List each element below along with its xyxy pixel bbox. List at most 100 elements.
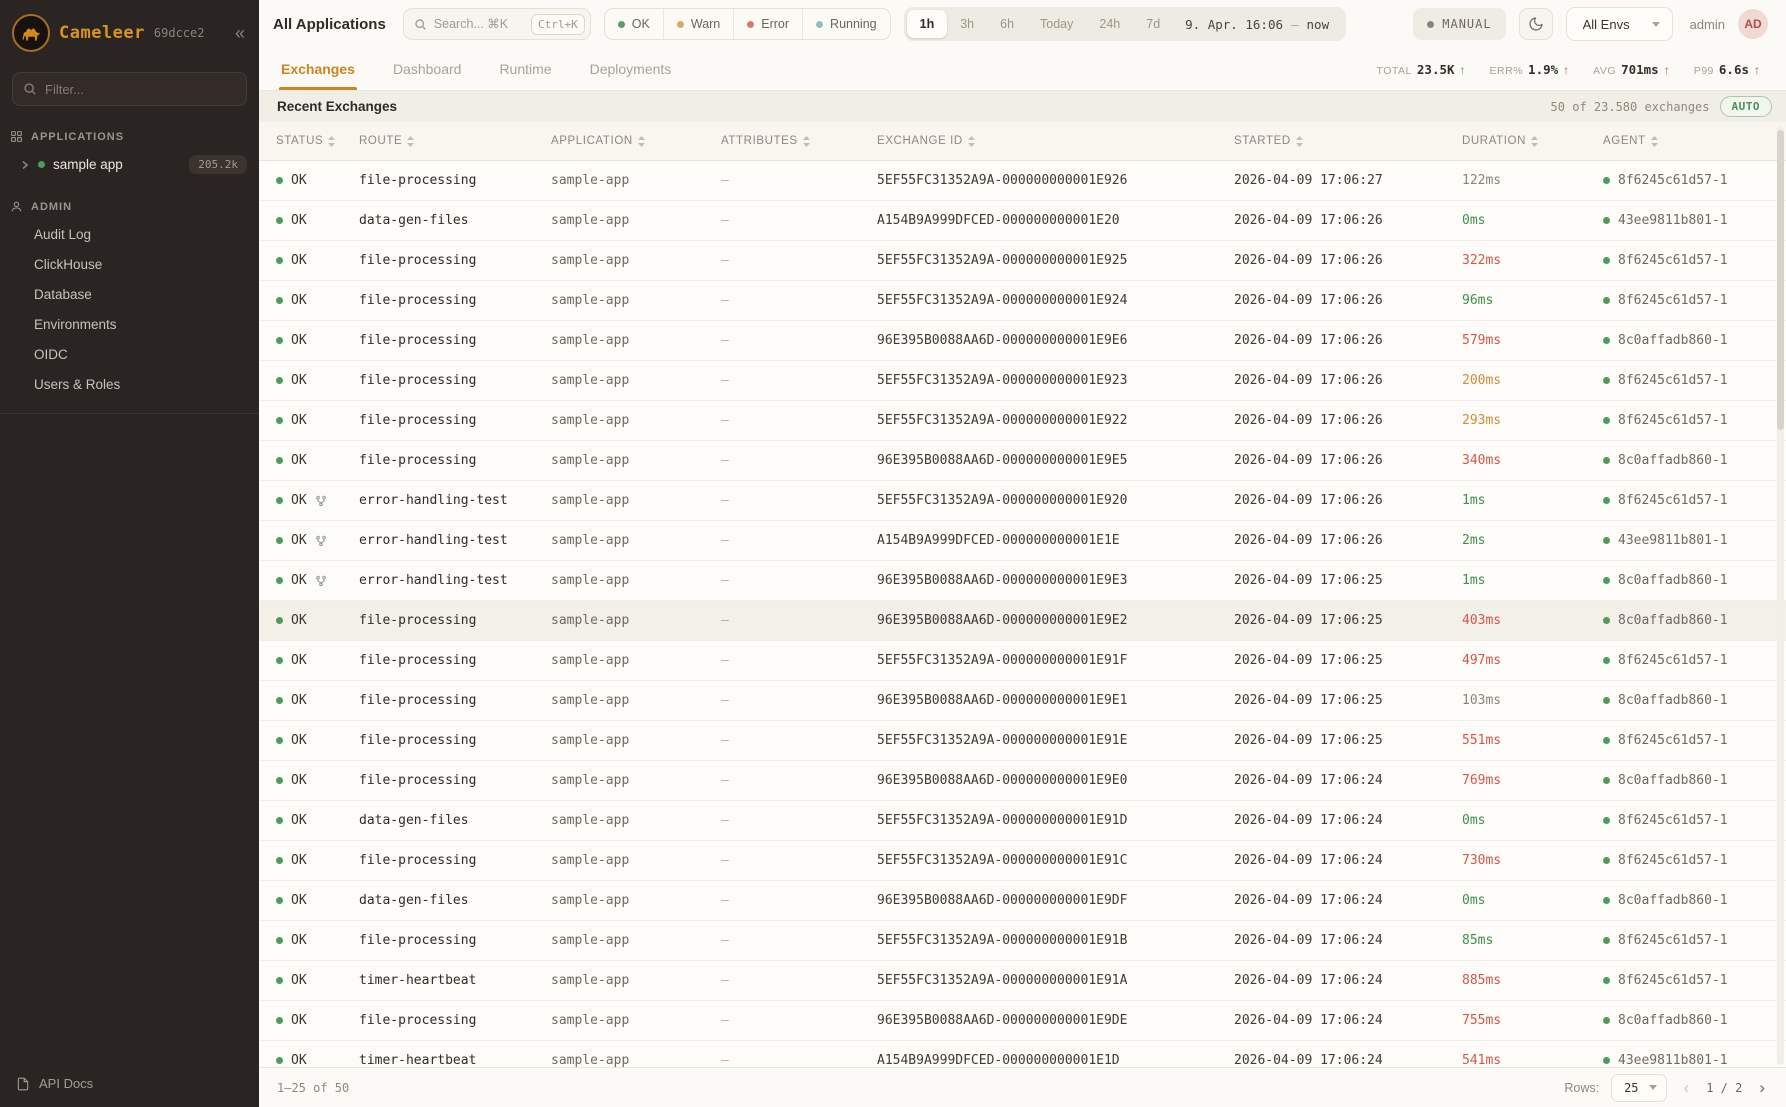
sidebar-admin-item[interactable]: Environments	[0, 309, 259, 339]
table-row[interactable]: OK error-handling-test sample-app — 5EF5…	[259, 481, 1786, 521]
fork-icon	[315, 575, 326, 586]
table-row[interactable]: OK file-processing sample-app — 5EF55FC3…	[259, 161, 1786, 201]
table-row[interactable]: OK file-processing sample-app — 5EF55FC3…	[259, 921, 1786, 961]
table-row[interactable]: OK data-gen-files sample-app — 5EF55FC31…	[259, 801, 1786, 841]
table-row[interactable]: OK data-gen-files sample-app — 96E395B00…	[259, 881, 1786, 921]
dark-mode-toggle[interactable]	[1518, 8, 1553, 40]
table-row[interactable]: OK file-processing sample-app — 5EF55FC3…	[259, 361, 1786, 401]
status-text: OK	[291, 693, 307, 708]
tab-deployments[interactable]: Deployments	[589, 61, 672, 77]
column-header[interactable]: ROUTE	[359, 135, 551, 147]
time-range-button[interactable]: Today	[1027, 10, 1086, 38]
column-header[interactable]: EXCHANGE ID	[877, 135, 1234, 147]
time-range-button[interactable]: 1h	[906, 10, 948, 38]
column-header[interactable]: DURATION	[1462, 135, 1603, 147]
rows-per-page-value: 25	[1624, 1080, 1639, 1095]
table-row[interactable]: OK file-processing sample-app — 5EF55FC3…	[259, 401, 1786, 441]
time-range-button[interactable]: 3h	[947, 10, 987, 38]
table-row[interactable]: OK file-processing sample-app — 96E395B0…	[259, 1001, 1786, 1041]
agent-cell: 8c0affadb860-1	[1618, 573, 1728, 588]
stats-strip: TOTAL 23.5K ↑ ERR% 1.9% ↑ AVG 701ms ↑ P9…	[1377, 62, 1786, 77]
env-select[interactable]: All Envs	[1565, 7, 1673, 41]
sidebar-admin-item[interactable]: Audit Log	[0, 219, 259, 249]
tab-dashboard[interactable]: Dashboard	[392, 61, 462, 77]
table-row[interactable]: OK file-processing sample-app — 5EF55FC3…	[259, 641, 1786, 681]
agent-cell: 43ee9811b801-1	[1618, 1053, 1728, 1067]
table-row[interactable]: OK timer-heartbeat sample-app — A154B9A9…	[259, 1041, 1786, 1067]
application-cell: sample-app	[551, 333, 630, 348]
expand-chevron-icon[interactable]	[20, 160, 30, 170]
route-cell: file-processing	[359, 333, 477, 348]
scrollbar-thumb[interactable]	[1777, 130, 1784, 430]
moon-icon	[1529, 17, 1543, 31]
column-header[interactable]: APPLICATION	[551, 135, 721, 147]
table-row[interactable]: OK timer-heartbeat sample-app — 5EF55FC3…	[259, 961, 1786, 1001]
prev-page-icon[interactable]: ‹	[1679, 1077, 1695, 1098]
table-row[interactable]: OK file-processing sample-app — 96E395B0…	[259, 761, 1786, 801]
sidebar-admin-item[interactable]: OIDC	[0, 339, 259, 369]
status-dot	[617, 20, 625, 28]
table-row[interactable]: OK error-handling-test sample-app — 96E3…	[259, 561, 1786, 601]
next-page-icon[interactable]: ›	[1754, 1077, 1770, 1098]
admin-item-label: Environments	[34, 316, 117, 332]
agent-cell: 8f6245c61d57-1	[1618, 373, 1728, 388]
scrollbar-track[interactable]	[1777, 126, 1784, 1065]
status-filter-button[interactable]: Error	[734, 9, 804, 39]
search-input[interactable]	[433, 17, 525, 31]
started-cell: 2026-04-09 17:06:26	[1234, 533, 1383, 548]
table-row[interactable]: OK data-gen-files sample-app — A154B9A99…	[259, 201, 1786, 241]
agent-cell: 43ee9811b801-1	[1618, 533, 1728, 548]
table-row[interactable]: OK file-processing sample-app — 5EF55FC3…	[259, 841, 1786, 881]
column-header[interactable]: AGENT	[1603, 135, 1786, 147]
application-cell: sample-app	[551, 693, 630, 708]
status-filter-button[interactable]: OK	[605, 9, 664, 39]
column-header[interactable]: ATTRIBUTES	[721, 135, 877, 147]
tab-exchanges[interactable]: Exchanges	[279, 48, 357, 90]
agent-cell: 8f6245c61d57-1	[1618, 733, 1728, 748]
api-docs-link[interactable]: API Docs	[0, 1060, 259, 1107]
application-cell: sample-app	[551, 613, 630, 628]
scope-label: All Applications	[273, 15, 386, 33]
manual-mode-button[interactable]: MANUAL	[1413, 8, 1506, 40]
duration-cell: 0ms	[1462, 893, 1486, 908]
time-range-button[interactable]: 24h	[1086, 10, 1133, 38]
tab-runtime[interactable]: Runtime	[499, 61, 552, 77]
sort-icon	[1650, 135, 1658, 147]
table-row[interactable]: OK file-processing sample-app — 96E395B0…	[259, 441, 1786, 481]
column-header[interactable]: STARTED	[1234, 135, 1462, 147]
table-row[interactable]: OK file-processing sample-app — 96E395B0…	[259, 321, 1786, 361]
date-range-display[interactable]: 9. Apr. 16:06 — now	[1173, 17, 1343, 32]
sidebar-filter-box[interactable]	[12, 72, 247, 106]
time-range-button[interactable]: 6h	[987, 10, 1027, 38]
table-row[interactable]: OK file-processing sample-app — 5EF55FC3…	[259, 241, 1786, 281]
auto-refresh-badge[interactable]: AUTO	[1719, 96, 1772, 117]
attributes-cell: —	[721, 573, 729, 588]
agent-status-dot	[1603, 937, 1610, 944]
status-filter-button[interactable]: Running	[803, 9, 890, 39]
table-row[interactable]: OK file-processing sample-app — 5EF55FC3…	[259, 721, 1786, 761]
sidebar-filter-input[interactable]	[45, 81, 236, 97]
page-indicator: 1 / 2	[1706, 1080, 1743, 1095]
time-range-button[interactable]: 7d	[1133, 10, 1173, 38]
sidebar-collapse-icon[interactable]: «	[234, 23, 245, 43]
table-row[interactable]: OK file-processing sample-app — 96E395B0…	[259, 601, 1786, 641]
started-cell: 2026-04-09 17:06:25	[1234, 733, 1383, 748]
table-row[interactable]: OK file-processing sample-app — 96E395B0…	[259, 681, 1786, 721]
avatar[interactable]: AD	[1738, 9, 1768, 39]
search-box[interactable]: Ctrl+K	[402, 8, 591, 40]
table-row[interactable]: OK error-handling-test sample-app — A154…	[259, 521, 1786, 561]
table-row[interactable]: OK file-processing sample-app — 5EF55FC3…	[259, 281, 1786, 321]
column-header[interactable]: STATUS	[276, 135, 359, 147]
sidebar-admin-item[interactable]: ClickHouse	[0, 249, 259, 279]
sidebar-admin-item[interactable]: Database	[0, 279, 259, 309]
agent-status-dot	[1603, 417, 1610, 424]
agent-cell: 8f6245c61d57-1	[1618, 813, 1728, 828]
status-ok-dot	[276, 577, 283, 584]
sidebar-admin-item[interactable]: Users & Roles	[0, 369, 259, 399]
search-icon	[415, 18, 426, 30]
sidebar-item-sample-app[interactable]: sample app 205.2k	[0, 149, 259, 180]
exchange-count-badge: 205.2k	[189, 155, 247, 174]
status-filter-button[interactable]: Warn	[664, 9, 735, 39]
application-cell: sample-app	[551, 253, 630, 268]
rows-per-page-select[interactable]: 25	[1611, 1073, 1667, 1102]
